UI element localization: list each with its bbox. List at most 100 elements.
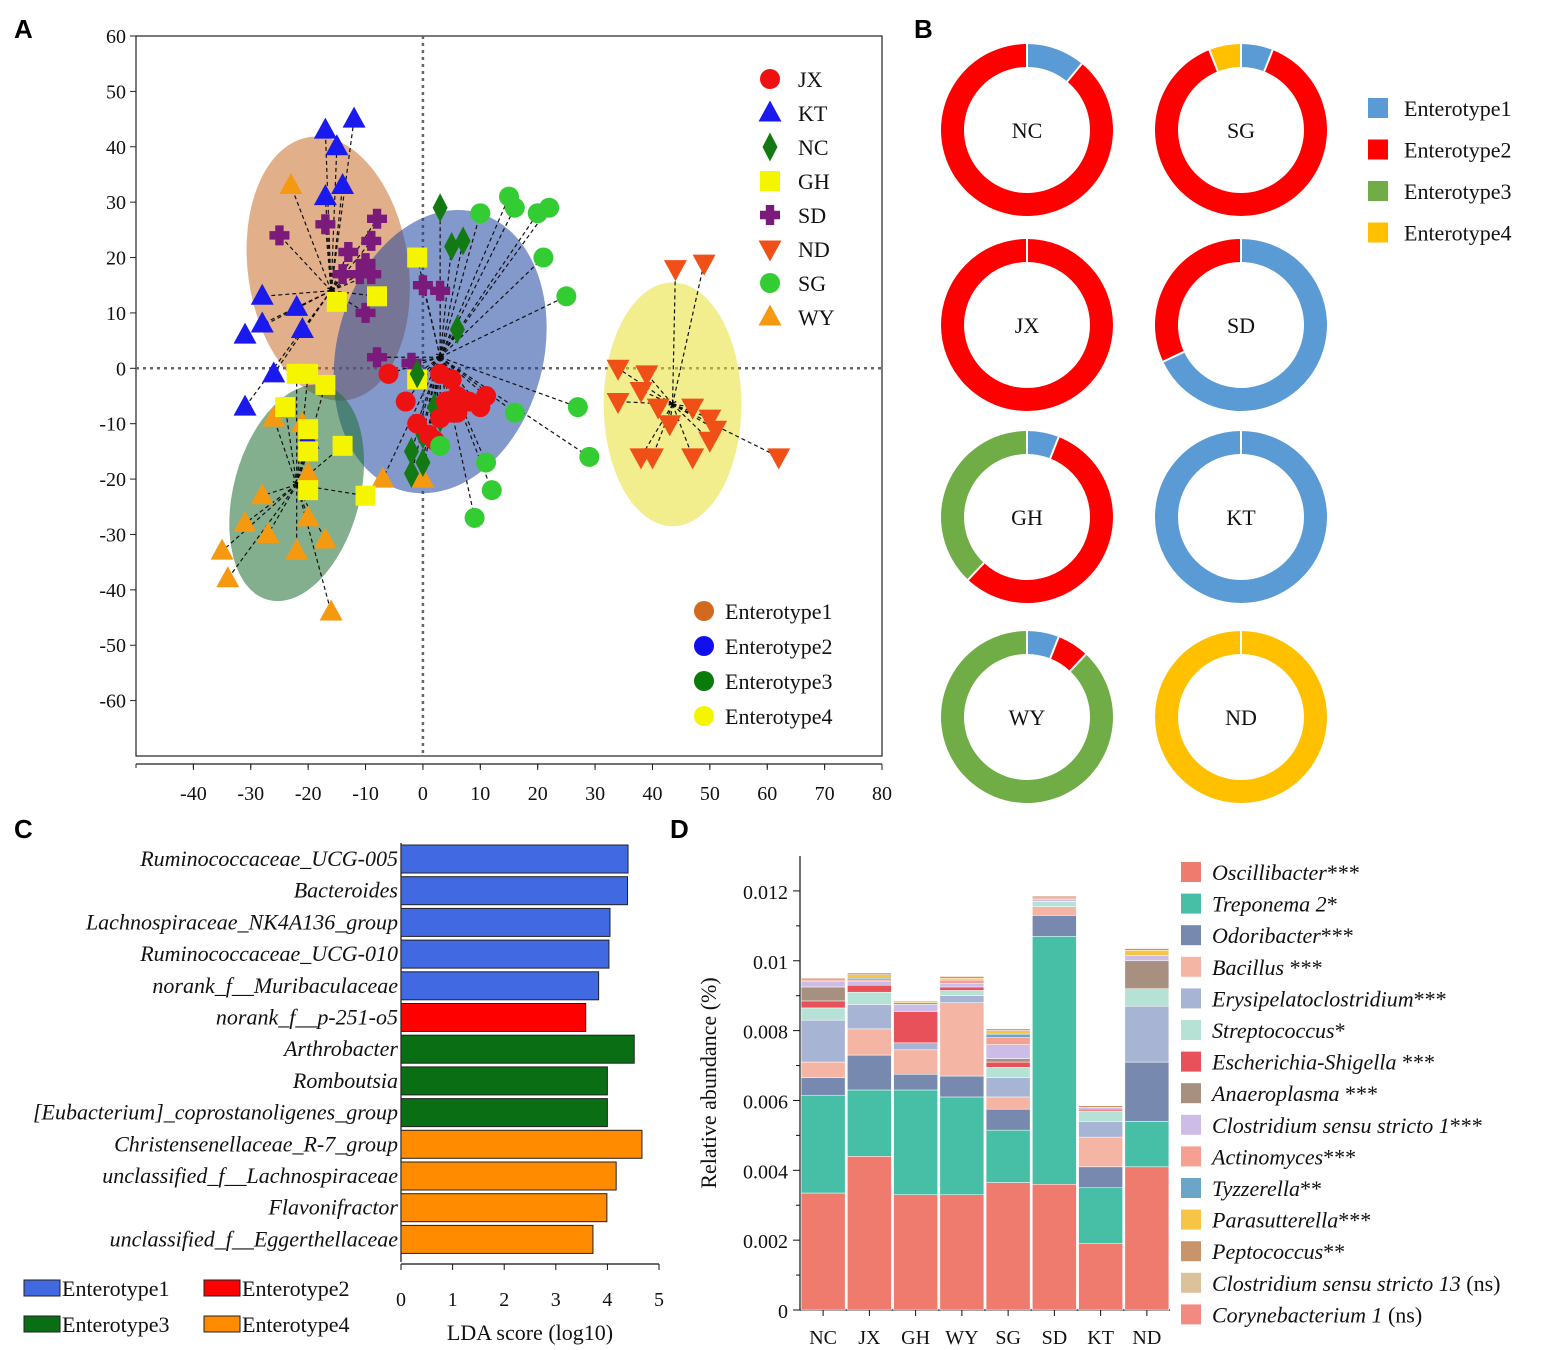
category-label: Ruminococcaceae_UCG-010 [139,941,398,966]
legend-marker-wy [758,304,782,326]
donut-separator [1263,49,1274,72]
point-sd [338,242,359,262]
x-tick-label: 0 [396,1289,406,1311]
donut-label: JX [1015,313,1040,338]
y-tick-label: 30 [106,192,126,214]
point-nc [415,447,431,477]
point-gh [332,435,353,456]
legend-label: Enterotype4 [242,1312,350,1337]
legend-marker-sg [760,273,780,293]
stack-segment [1124,1061,1170,1122]
point-jx [395,391,416,412]
x-tick-label: 80 [872,783,892,805]
point-gh [355,485,376,506]
legend-label: Actinomyces*** [1210,1144,1356,1169]
stack-segment [1078,1121,1123,1138]
legend-enterotype-marker [694,706,714,726]
point-jx [441,369,462,390]
stack-segment [800,1007,846,1021]
stack-segment [939,990,985,996]
donut-segment [1027,44,1082,82]
legend-label: Enterotype2 [1404,138,1512,163]
spoke-line [416,357,441,424]
stack-segment [893,1049,938,1075]
legend-swatch [1181,893,1201,914]
y-tick-label: 0 [778,1301,788,1323]
stack-segment [939,976,985,979]
panel-b-donuts: NC SG JX SD GH KT WY ND Enterotype1 Enterotype2 En… [941,44,1512,803]
legend-swatch [1181,956,1201,977]
panel-a-label: A [14,14,33,44]
stack-segment [939,986,985,991]
y-tick-label: 0.01 [753,952,788,974]
point-kt [262,361,286,383]
legend-taxon: Bacillus [1212,955,1284,980]
stack-segment [1078,1136,1123,1168]
stack-segment [800,979,846,982]
point-sd [269,225,290,246]
legend-swatch [1181,925,1201,946]
stack-segment [1078,1166,1123,1189]
legend-label: Erysipelatoclostridium*** [1211,986,1447,1011]
category-label: [Eubacterium]_coprostanoligenes_group [33,1100,398,1125]
point-wy [279,173,303,195]
centroid-marker: * [292,476,302,498]
x-tick-label: 0 [418,783,428,805]
stack-segment [800,977,846,981]
spoke-line [439,329,458,358]
category-label: Christensenellaceae_R-7_group [114,1131,398,1156]
stack-segment [847,977,892,981]
point-gh [298,419,319,440]
stack-segment [1032,1184,1077,1311]
legend-label: Escherichia-Shigella *** [1211,1050,1435,1075]
y-tick-label: 10 [106,303,126,325]
x-tick-label: SG [995,1327,1021,1349]
stack-segment [1124,960,1170,989]
point-sg [556,286,577,307]
x-tick-label: 60 [757,783,777,805]
point-jx [476,386,497,406]
legend-label: SG [798,271,826,296]
x-tick-label: -10 [352,783,379,805]
category-label: Romboutsia [292,1068,398,1093]
legend-significance: ** [1323,1239,1345,1264]
legend-label: Odoribacter*** [1212,923,1354,948]
stack-segment [1078,1243,1123,1311]
point-wy [250,483,274,505]
spoke-line [296,484,366,497]
point-nc [409,359,425,389]
legend-enterotype-marker [694,636,714,656]
stack-segment [985,1077,1031,1098]
legend-label: SD [798,203,826,228]
y-tick-label: -10 [99,414,126,436]
donut-separator [1049,436,1060,459]
point-gh [326,291,347,312]
legend-label: Treponema 2* [1212,892,1338,917]
lda-bar [400,876,629,906]
legend-marker-gh [760,171,780,191]
point-kt [233,394,257,416]
legend-swatch [1181,1020,1201,1040]
point-nd [698,431,722,453]
spoke-line [273,417,298,485]
legend-label: Bacillus *** [1212,955,1323,980]
point-sg [504,197,525,218]
point-nd [646,398,670,420]
stack-segment [939,979,985,984]
legend-significance: *** [1323,1144,1356,1169]
stack-segment [1124,955,1170,962]
stack-segment [985,1044,1031,1059]
point-nd [629,381,653,403]
point-nd [635,365,659,387]
stack-segment [893,1089,938,1196]
x-axis-title: LDA score (log10) [447,1320,613,1345]
point-sd [361,230,382,251]
stack-segment [893,1000,938,1003]
spoke-line [439,240,464,358]
legend-significance: (ns) [1461,1271,1501,1296]
stack-segment [893,1074,938,1091]
x-tick-label: NC [809,1327,837,1349]
category-label: Arthrobacter [282,1036,398,1061]
legend-label: JX [798,67,823,92]
point-sd [355,302,376,323]
